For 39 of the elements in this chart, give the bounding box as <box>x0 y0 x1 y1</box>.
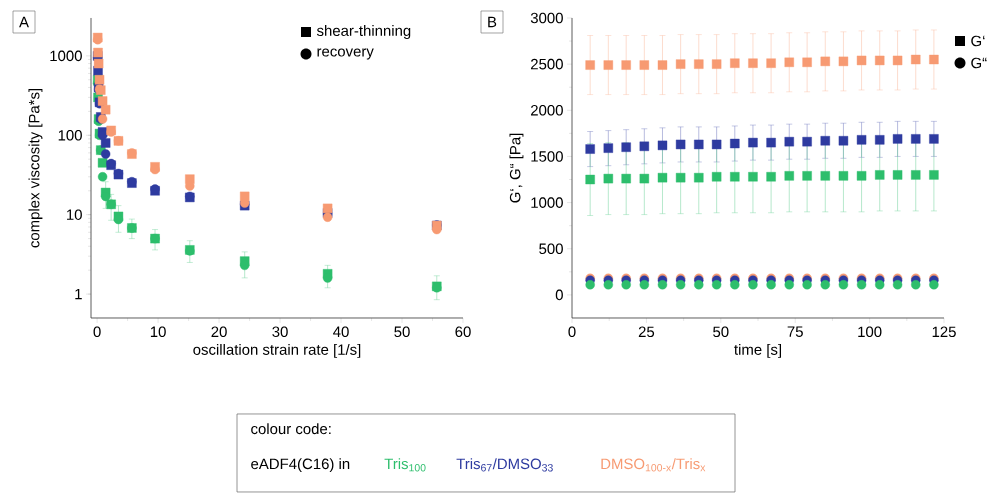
x-tick-label: 125 <box>932 326 956 338</box>
text: colour code: <box>251 423 331 435</box>
x-tick-label: 100 <box>858 326 882 338</box>
x-axis-title: oscillation strain rate [1/s] <box>193 343 361 358</box>
x-tick-label: 50 <box>394 326 410 338</box>
x-axis-title: time [s] <box>734 343 781 358</box>
annotation: shear-thinning <box>316 25 411 39</box>
y-tick-label: 1000 <box>531 197 563 208</box>
category-label: DMSO$_{100-x}$/Tris$_{x}$ <box>601 458 706 472</box>
y-tick-label: 2000 <box>531 105 563 116</box>
text: G‘ <box>971 35 985 47</box>
x-tick-label: 50 <box>713 326 729 338</box>
x-tick-label: 60 <box>455 326 471 338</box>
y-tick-label: 500 <box>539 243 563 255</box>
y-tick-label: 1500 <box>531 151 563 162</box>
y-tick-label: 10 <box>67 209 82 220</box>
y-tick-label: 2500 <box>531 58 563 70</box>
chart-title: B <box>488 16 497 28</box>
x-tick-label: 25 <box>638 326 655 338</box>
text: G“ <box>971 57 987 69</box>
y-tick-label: 1 <box>75 288 82 300</box>
y-tick-label: 0 <box>555 289 563 301</box>
y-axis-title: G‘, G“ [Pa] <box>509 133 524 203</box>
text: eADF4(C16) in <box>251 458 350 473</box>
annotation: recovery <box>317 48 374 60</box>
x-tick-label: 75 <box>787 326 803 337</box>
x-tick-label: 10 <box>150 326 166 338</box>
y-tick-label: 3000 <box>530 12 563 24</box>
category-label: Tris$_{67}$/DMSO$_{33}$ <box>456 458 553 472</box>
x-tick-label: 40 <box>333 326 349 338</box>
y-axis-title: complex viscosity [Pa*s] <box>28 88 43 248</box>
y-tick-label: 1000 <box>50 50 82 62</box>
x-tick-label: 0 <box>93 326 101 338</box>
category-label: Tris$_{100}$ <box>384 458 426 472</box>
y-tick-label: 100 <box>58 129 82 141</box>
chart-title: A <box>19 16 29 28</box>
x-tick-label: 20 <box>211 326 227 338</box>
x-tick-label: 30 <box>272 326 288 338</box>
x-tick-label: 0 <box>568 326 576 338</box>
